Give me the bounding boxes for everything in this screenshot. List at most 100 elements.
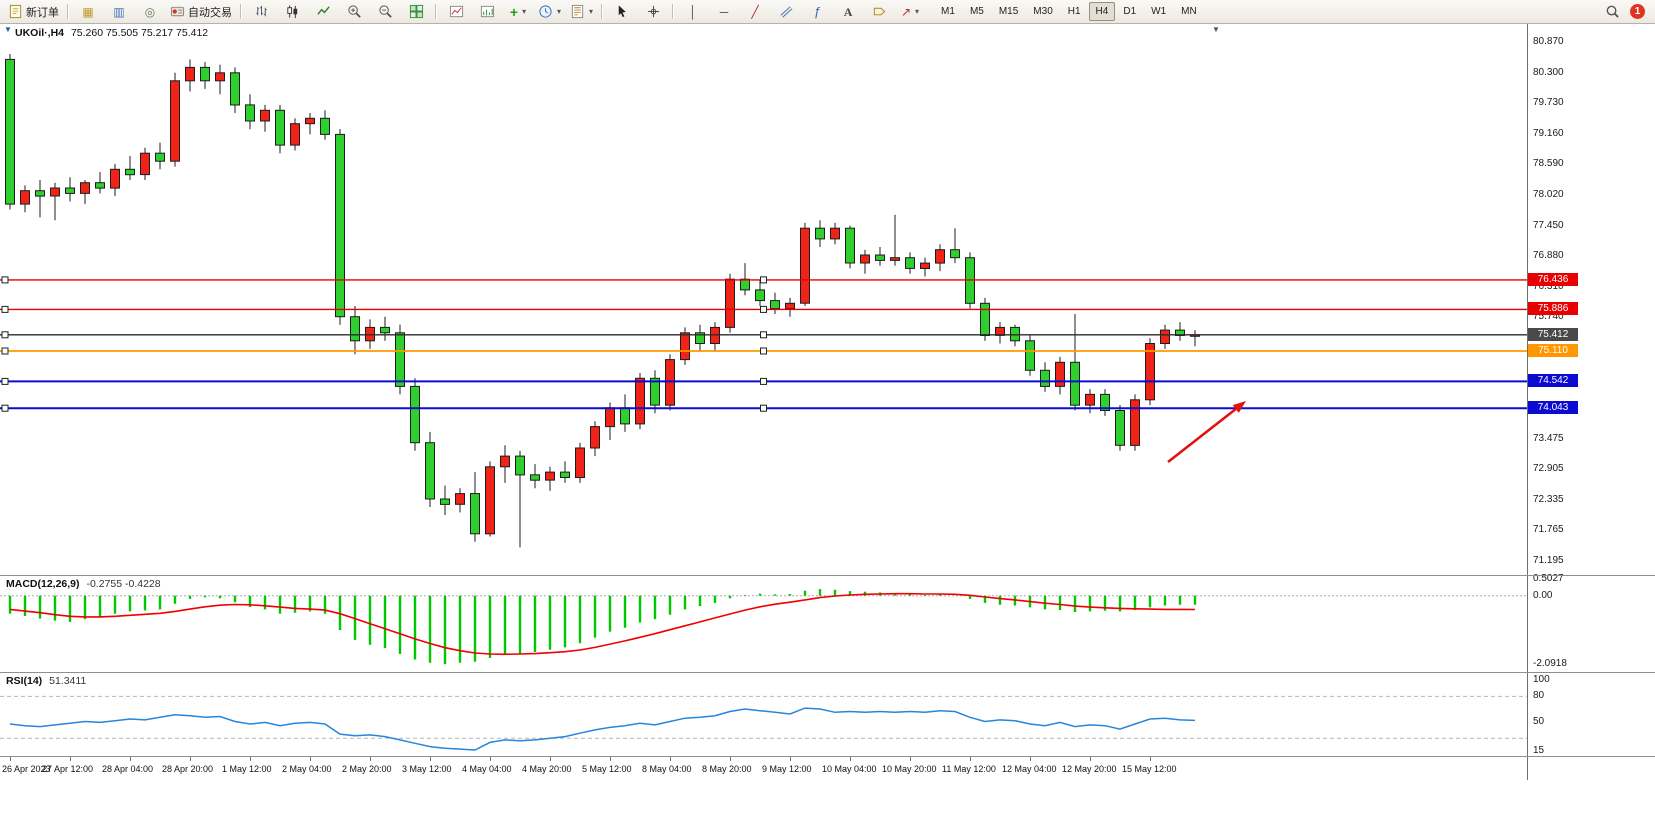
vertical-line-tool-button[interactable]: │: [678, 1, 708, 23]
new-order-button[interactable]: 新订单: [4, 1, 63, 23]
time-label: 12 May 04:00: [1002, 764, 1057, 774]
search-icon: [1606, 5, 1619, 18]
price-tick: 79.160: [1533, 127, 1564, 139]
timeframe-button-mn[interactable]: MN: [1181, 6, 1197, 17]
timeframe-button-m15[interactable]: M15: [998, 6, 1019, 17]
chevron-down-icon: ▾: [915, 6, 920, 16]
chart-window[interactable]: ▼ UKOil·,H4 75.260 75.505 75.217 75.412 …: [0, 24, 1527, 780]
auto-trading-button[interactable]: 自动交易: [166, 1, 236, 23]
time-label: 8 May 04:00: [642, 764, 692, 774]
chart-title: UKOil·,H4 75.260 75.505 75.217 75.412: [15, 27, 208, 39]
bar-chart-mode-button[interactable]: [246, 1, 276, 23]
timeframe-button-w1[interactable]: W1: [1151, 6, 1167, 17]
chart-ohlc-values: 75.260 75.505 75.217 75.412: [70, 27, 209, 39]
fibonacci-icon: ƒ: [813, 4, 821, 19]
time-label: 27 Apr 12:00: [42, 764, 94, 774]
text-tool-icon: A: [843, 4, 853, 19]
timeframe-button-d1[interactable]: D1: [1123, 6, 1137, 17]
panel-separator[interactable]: [0, 672, 1655, 673]
add-indicator-icon: +: [509, 3, 519, 20]
market-watch-icon: ▦: [82, 4, 94, 19]
chart-symbol-timeframe: UKOil·,H4: [15, 27, 65, 39]
rsi-scale-tick: 15: [1533, 744, 1545, 756]
cursor-tool-button[interactable]: [607, 1, 637, 23]
time-tick: [190, 757, 191, 761]
cursor-icon: [618, 5, 626, 18]
candlestick-mode-button[interactable]: [277, 1, 307, 23]
time-label: 4 May 04:00: [462, 764, 512, 774]
indicators-button[interactable]: [441, 1, 471, 23]
arrows-tool-button[interactable]: ↗ ▾: [895, 1, 925, 23]
macd-scale-tick: 0.5027: [1533, 573, 1564, 585]
zoom-in-button[interactable]: [339, 1, 369, 23]
timeframe-button-h1[interactable]: H1: [1067, 6, 1081, 17]
timeframe-button-m30[interactable]: M30: [1033, 6, 1053, 17]
timeframe-button-h4[interactable]: H4: [1088, 2, 1116, 21]
template-button[interactable]: ▾: [566, 1, 597, 23]
time-tick: [1090, 757, 1091, 761]
indicator-window-button[interactable]: [472, 1, 502, 23]
chart-shift-marker[interactable]: ▼: [1212, 25, 1220, 34]
label-tool-button[interactable]: [864, 1, 894, 23]
price-tick: 72.905: [1533, 463, 1564, 475]
macd-scale-tick: -2.0918: [1533, 658, 1567, 670]
time-tick: [310, 757, 311, 761]
price-line-label: 74.542: [1528, 374, 1578, 388]
timeframe-button-m1[interactable]: M1: [941, 6, 955, 17]
navigator-button[interactable]: ◎: [135, 1, 165, 23]
chevron-down-icon: ▾: [589, 6, 594, 16]
trendline-tool-button[interactable]: ╱: [740, 1, 770, 23]
time-label: 10 May 04:00: [822, 764, 877, 774]
price-line-label: 75.110: [1528, 343, 1578, 357]
search-button[interactable]: [1597, 1, 1627, 23]
price-tick: 72.335: [1533, 493, 1564, 505]
timeframe-button-m5[interactable]: M5: [969, 6, 984, 17]
time-tick: [850, 757, 851, 761]
clock-icon: [539, 5, 552, 18]
rsi-scale-tick: 50: [1533, 715, 1545, 727]
horizontal-line-tool-button[interactable]: ─: [709, 1, 739, 23]
rsi-canvas[interactable]: [0, 673, 1527, 755]
time-tick: [670, 757, 671, 761]
time-label: 11 May 12:00: [942, 764, 996, 774]
text-tool-button[interactable]: A: [833, 1, 863, 23]
time-tick: [130, 757, 131, 761]
market-watch-button[interactable]: ▦: [73, 1, 103, 23]
time-label: 28 Apr 20:00: [162, 764, 214, 774]
panel-separator[interactable]: [0, 756, 1655, 757]
price-tick: 76.880: [1533, 250, 1564, 262]
time-tick: [430, 757, 431, 761]
line-chart-mode-button[interactable]: [308, 1, 338, 23]
rsi-name: RSI(14): [6, 675, 43, 687]
time-tick: [10, 757, 11, 761]
channel-tool-button[interactable]: [771, 1, 801, 23]
crosshair-icon: [647, 5, 659, 18]
zoom-out-icon: [378, 5, 392, 18]
data-window-button[interactable]: ▥: [104, 1, 134, 23]
add-indicator-button[interactable]: + ▾: [503, 1, 533, 23]
macd-canvas[interactable]: [0, 576, 1527, 671]
toolbar-divider: [240, 4, 242, 19]
panel-separator[interactable]: [0, 575, 1655, 576]
tile-windows-button[interactable]: [401, 1, 431, 23]
macd-name: MACD(12,26,9): [6, 578, 80, 590]
rsi-label: RSI(14) 51.3411: [6, 675, 86, 687]
price-axis[interactable]: 80.870 80.300 79.730 79.160 78.590 78.020 77.4…: [1527, 24, 1655, 780]
indicator-window-icon: [480, 5, 494, 18]
time-axis[interactable]: 26 Apr 2023 27 Apr 12:00 28 Apr 04:00 28 Ap…: [0, 757, 1527, 780]
notification-badge[interactable]: 1: [1630, 4, 1645, 19]
fibonacci-tool-button[interactable]: ƒ: [802, 1, 832, 23]
time-tick: [910, 757, 911, 761]
crosshair-tool-button[interactable]: [638, 1, 668, 23]
arrow-tool-icon: ↗: [900, 4, 912, 19]
period-button[interactable]: ▾: [534, 1, 565, 23]
time-label: 3 May 12:00: [402, 764, 452, 774]
line-chart-mode-icon: [316, 6, 330, 15]
price-chart-canvas[interactable]: [0, 24, 1527, 574]
one-click-trading-toggle[interactable]: ▼: [4, 25, 12, 34]
time-tick: [730, 757, 731, 761]
price-line-label: 75.412: [1528, 327, 1578, 341]
toolbar-divider: [601, 4, 604, 19]
price-line-label: 76.436: [1528, 272, 1578, 286]
zoom-out-button[interactable]: [370, 1, 400, 23]
